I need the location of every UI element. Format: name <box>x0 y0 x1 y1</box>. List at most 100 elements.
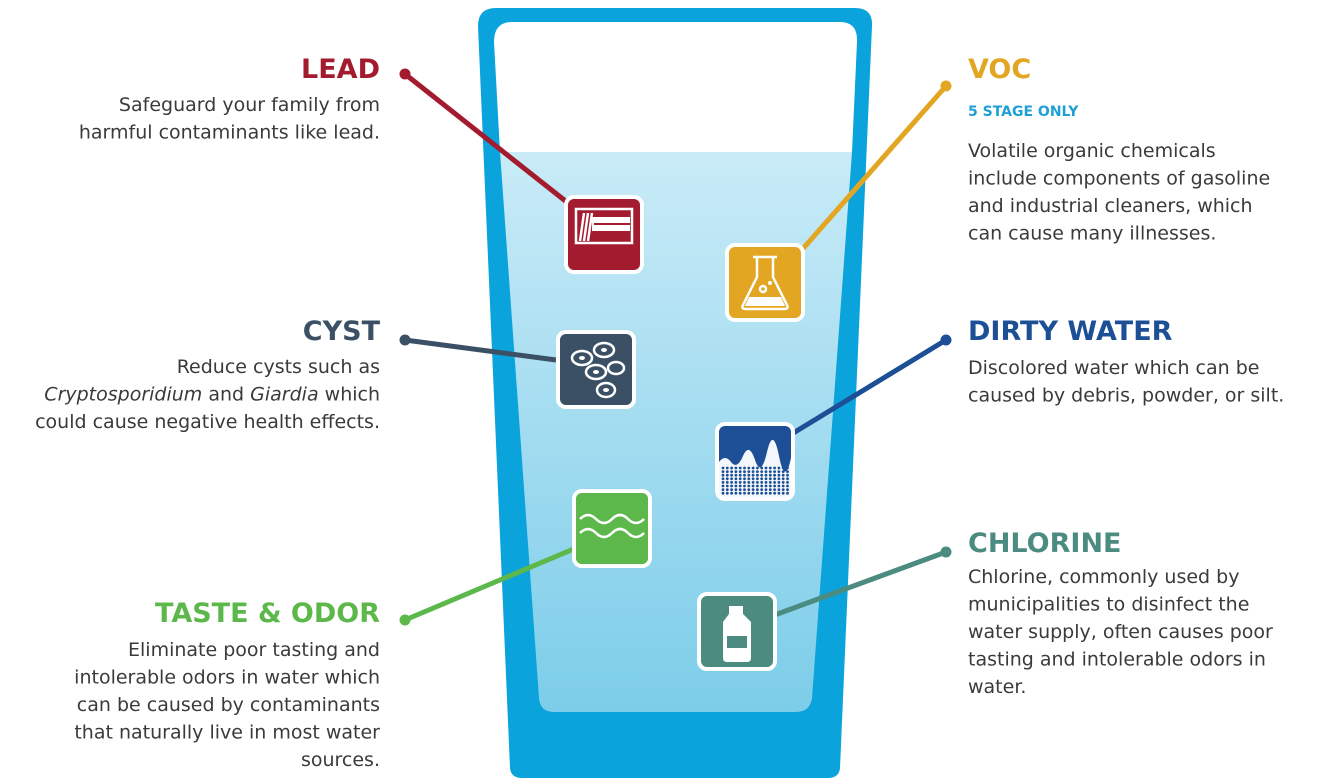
silt-dot <box>726 477 729 480</box>
item-description: Volatile organic chemicals <box>968 140 1216 162</box>
item-title: DIRTY WATER <box>968 316 1173 347</box>
silt-dot <box>782 481 785 484</box>
silt-dot <box>730 492 733 495</box>
silt-dot <box>773 477 776 480</box>
item-description: tasting and intolerable odors in <box>968 649 1266 671</box>
silt-dot <box>765 477 768 480</box>
silt-dot <box>786 477 789 480</box>
silt-dot <box>752 477 755 480</box>
silt-dot <box>756 467 759 470</box>
description-segment: which <box>319 384 380 406</box>
silt-dot <box>722 492 725 495</box>
item-description: intolerable odors in water which <box>74 667 380 689</box>
connector-dot <box>941 547 952 558</box>
silt-dot <box>739 492 742 495</box>
silt-dot <box>769 470 772 473</box>
silt-dot <box>722 481 725 484</box>
silt-dot <box>726 488 729 491</box>
silt-dot <box>773 467 776 470</box>
silt-dot <box>747 485 750 488</box>
item-description: harmful contaminants like lead. <box>79 122 380 144</box>
silt-dot <box>747 474 750 477</box>
icon-glyph <box>576 493 648 564</box>
silt-dot <box>726 470 729 473</box>
silt-dot <box>756 485 759 488</box>
icon <box>717 424 793 499</box>
silt-dot <box>747 488 750 491</box>
connector-dot <box>941 81 952 92</box>
silt-dot <box>765 467 768 470</box>
silt-dot <box>726 481 729 484</box>
silt-dot <box>773 481 776 484</box>
silt-dot <box>743 470 746 473</box>
icon <box>699 594 775 669</box>
item-title: VOC <box>968 54 1031 85</box>
silt-dot <box>782 467 785 470</box>
description-segment: and <box>202 384 250 406</box>
item-subtitle: 5 STAGE ONLY <box>968 104 1079 120</box>
silt-dot <box>756 477 759 480</box>
silt-dot <box>778 485 781 488</box>
silt-dot <box>773 492 776 495</box>
silt-dot <box>730 485 733 488</box>
silt-dot <box>756 470 759 473</box>
silt-dot <box>786 470 789 473</box>
silt-dot <box>760 492 763 495</box>
silt-dot <box>769 492 772 495</box>
silt-dot <box>722 467 725 470</box>
item-description: can be caused by contaminants <box>77 694 380 716</box>
silt-dot <box>739 467 742 470</box>
silt-dot <box>726 474 729 477</box>
item-description: municipalities to disinfect the <box>968 594 1249 616</box>
icon <box>574 491 650 566</box>
silt-dot <box>760 485 763 488</box>
silt-dot <box>743 481 746 484</box>
silt-dot <box>773 470 776 473</box>
silt-dot <box>752 470 755 473</box>
silt-dot <box>726 467 729 470</box>
item-description: include components of gasoline <box>968 168 1270 190</box>
silt-dot <box>722 485 725 488</box>
silt-dot <box>743 477 746 480</box>
silt-dot <box>778 467 781 470</box>
silt-dot <box>722 488 725 491</box>
silt-dot <box>778 481 781 484</box>
silt-dot <box>786 488 789 491</box>
silt-dot <box>735 474 738 477</box>
silt-dot <box>739 474 742 477</box>
silt-dot <box>756 488 759 491</box>
silt-dot <box>722 474 725 477</box>
icon <box>558 332 634 407</box>
silt-dot <box>735 481 738 484</box>
silt-dot <box>752 481 755 484</box>
silt-dot <box>726 492 729 495</box>
silt-dot <box>778 492 781 495</box>
silt-dot <box>752 467 755 470</box>
silt-dot <box>760 470 763 473</box>
silt-dot <box>786 481 789 484</box>
silt-dot <box>756 492 759 495</box>
silt-dot <box>730 488 733 491</box>
silt-dot <box>739 477 742 480</box>
silt-dot <box>765 470 768 473</box>
silt-dot <box>735 485 738 488</box>
silt-dot <box>747 467 750 470</box>
connector-dot <box>941 335 952 346</box>
item-description: water. <box>968 676 1026 698</box>
silt-dot <box>735 477 738 480</box>
silt-dot <box>739 488 742 491</box>
item-description: that naturally live in most water <box>74 722 380 744</box>
silt-dot <box>756 481 759 484</box>
silt-dot <box>735 488 738 491</box>
silt-dot <box>782 492 785 495</box>
item-title: CHLORINE <box>968 528 1121 559</box>
icon <box>566 197 642 272</box>
silt-dot <box>769 485 772 488</box>
silt-dot <box>752 492 755 495</box>
silt-dot <box>743 474 746 477</box>
silt-dot <box>743 492 746 495</box>
silt-dot <box>765 485 768 488</box>
silt-dot <box>730 470 733 473</box>
silt-dot <box>747 470 750 473</box>
silt-dot <box>786 492 789 495</box>
